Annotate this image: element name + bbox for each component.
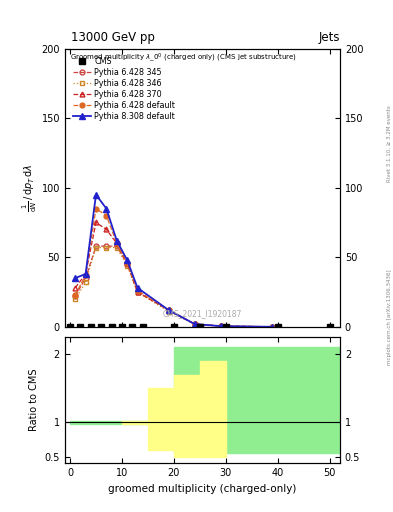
Pythia 6.428 346 — [83, 279, 88, 285]
Pythia 6.428 370 — [114, 240, 119, 246]
Text: Jets: Jets — [318, 31, 340, 44]
Pythia 6.428 370 — [270, 324, 275, 330]
Pythia 6.428 370 — [125, 260, 129, 266]
Pythia 6.428 346 — [114, 244, 119, 250]
CMS — [275, 324, 280, 330]
CMS — [223, 324, 228, 330]
CMS — [171, 324, 176, 330]
Pythia 6.428 370 — [73, 285, 77, 291]
Pythia 6.428 346 — [135, 289, 140, 295]
Pythia 6.428 346 — [94, 244, 98, 250]
Pythia 8.308 default — [166, 307, 171, 313]
Pythia 6.428 345 — [218, 323, 223, 329]
Legend: CMS, Pythia 6.428 345, Pythia 6.428 346, Pythia 6.428 370, Pythia 6.428 default,: CMS, Pythia 6.428 345, Pythia 6.428 346,… — [72, 55, 177, 123]
Pythia 6.428 default — [94, 205, 98, 211]
Pythia 6.428 default — [192, 321, 197, 327]
Line: Pythia 6.428 346: Pythia 6.428 346 — [73, 245, 275, 329]
Pythia 6.428 345 — [135, 289, 140, 295]
Polygon shape — [70, 347, 340, 453]
Pythia 6.428 345 — [166, 307, 171, 313]
Pythia 6.428 default — [104, 212, 109, 219]
CMS — [68, 324, 72, 330]
Pythia 6.428 345 — [192, 321, 197, 327]
Line: Pythia 8.308 default: Pythia 8.308 default — [72, 191, 275, 330]
Pythia 6.428 345 — [114, 243, 119, 249]
Pythia 8.308 default — [192, 321, 197, 327]
Pythia 6.428 345 — [125, 261, 129, 267]
Pythia 6.428 default — [166, 307, 171, 313]
CMS — [140, 324, 145, 330]
Line: Pythia 6.428 345: Pythia 6.428 345 — [73, 244, 275, 329]
CMS — [78, 324, 83, 330]
Pythia 6.428 346 — [218, 323, 223, 329]
Pythia 6.428 default — [83, 272, 88, 279]
Pythia 6.428 346 — [270, 324, 275, 330]
Pythia 6.428 370 — [104, 226, 109, 232]
Pythia 8.308 default — [94, 191, 98, 198]
Line: CMS: CMS — [67, 324, 332, 330]
Pythia 6.428 default — [270, 324, 275, 330]
Pythia 6.428 346 — [125, 263, 129, 269]
Y-axis label: Ratio to CMS: Ratio to CMS — [29, 369, 39, 432]
Pythia 6.428 345 — [270, 324, 275, 330]
Text: 13000 GeV pp: 13000 GeV pp — [71, 31, 154, 44]
Pythia 6.428 346 — [192, 321, 197, 327]
Polygon shape — [122, 361, 226, 457]
Pythia 6.428 370 — [94, 220, 98, 226]
Pythia 8.308 default — [135, 285, 140, 291]
Pythia 6.428 345 — [104, 243, 109, 249]
Pythia 8.308 default — [114, 238, 119, 244]
Pythia 8.308 default — [104, 205, 109, 211]
Pythia 6.428 346 — [104, 244, 109, 250]
Line: Pythia 6.428 default: Pythia 6.428 default — [73, 206, 275, 329]
Pythia 6.428 345 — [73, 293, 77, 300]
Pythia 8.308 default — [218, 323, 223, 329]
Pythia 6.428 default — [135, 288, 140, 294]
Pythia 6.428 370 — [83, 271, 88, 277]
Text: Rivet 3.1.10, ≥ 3.2M events: Rivet 3.1.10, ≥ 3.2M events — [387, 105, 391, 182]
Pythia 6.428 345 — [94, 243, 98, 249]
Text: Groomed multiplicity $\lambda\_0^0$ (charged only) (CMS jet substructure): Groomed multiplicity $\lambda\_0^0$ (cha… — [70, 51, 298, 64]
Pythia 6.428 346 — [73, 296, 77, 302]
Pythia 6.428 370 — [135, 289, 140, 295]
CMS — [119, 324, 124, 330]
CMS — [109, 324, 114, 330]
X-axis label: groomed multiplicity (charged-only): groomed multiplicity (charged-only) — [108, 484, 297, 494]
Pythia 6.428 370 — [218, 323, 223, 329]
CMS — [99, 324, 103, 330]
Pythia 8.308 default — [125, 257, 129, 263]
Pythia 6.428 370 — [192, 321, 197, 327]
Pythia 6.428 345 — [83, 275, 88, 281]
Pythia 6.428 default — [125, 260, 129, 266]
Pythia 8.308 default — [270, 324, 275, 330]
Pythia 6.428 default — [114, 240, 119, 246]
Text: CMS_2021_I1920187: CMS_2021_I1920187 — [163, 309, 242, 318]
CMS — [197, 324, 202, 330]
Pythia 6.428 370 — [166, 307, 171, 313]
Pythia 8.308 default — [73, 275, 77, 281]
Pythia 8.308 default — [83, 271, 88, 277]
CMS — [327, 324, 332, 330]
CMS — [88, 324, 93, 330]
Pythia 6.428 default — [218, 323, 223, 329]
Text: mcplots.cern.ch [arXiv:1306.3436]: mcplots.cern.ch [arXiv:1306.3436] — [387, 270, 391, 365]
CMS — [130, 324, 135, 330]
Y-axis label: $\frac{1}{\mathrm{d}N}\,/\,\mathrm{d}p_T\,\mathrm{d}\lambda$: $\frac{1}{\mathrm{d}N}\,/\,\mathrm{d}p_T… — [20, 163, 39, 212]
Line: Pythia 6.428 370: Pythia 6.428 370 — [73, 220, 275, 329]
Pythia 6.428 346 — [166, 308, 171, 314]
Pythia 6.428 default — [73, 292, 77, 298]
